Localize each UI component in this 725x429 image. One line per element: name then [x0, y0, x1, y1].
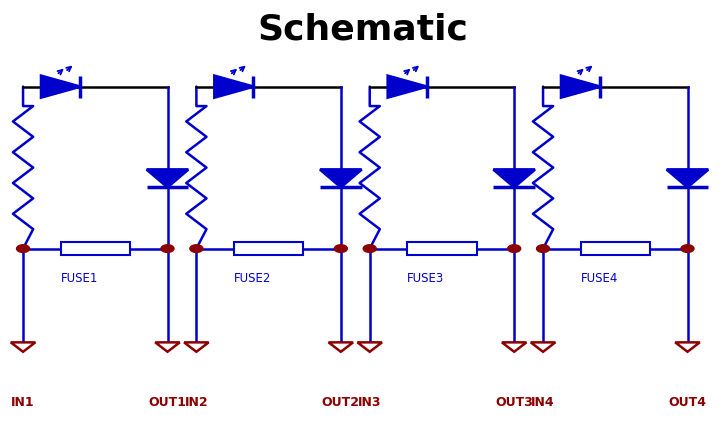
FancyBboxPatch shape	[407, 242, 476, 255]
Polygon shape	[502, 342, 526, 352]
Text: OUT2: OUT2	[322, 396, 360, 408]
Circle shape	[536, 245, 550, 252]
FancyBboxPatch shape	[234, 242, 303, 255]
Text: OUT3: OUT3	[495, 396, 533, 408]
Circle shape	[363, 245, 376, 252]
Polygon shape	[146, 169, 188, 187]
Text: FUSE2: FUSE2	[234, 272, 271, 285]
Polygon shape	[675, 342, 700, 352]
Polygon shape	[531, 342, 555, 352]
Polygon shape	[184, 342, 209, 352]
Circle shape	[681, 245, 694, 252]
Text: FUSE4: FUSE4	[581, 272, 618, 285]
Polygon shape	[561, 76, 600, 97]
Text: Schematic: Schematic	[257, 12, 468, 46]
Circle shape	[161, 245, 174, 252]
Circle shape	[507, 245, 521, 252]
Polygon shape	[215, 76, 254, 97]
Polygon shape	[494, 169, 535, 187]
Polygon shape	[388, 76, 427, 97]
Text: FUSE1: FUSE1	[61, 272, 98, 285]
Text: IN3: IN3	[358, 396, 381, 408]
Polygon shape	[155, 342, 180, 352]
Circle shape	[334, 245, 347, 252]
Circle shape	[17, 245, 30, 252]
Polygon shape	[11, 342, 36, 352]
Circle shape	[190, 245, 203, 252]
Polygon shape	[41, 76, 80, 97]
Text: IN4: IN4	[531, 396, 555, 408]
FancyBboxPatch shape	[61, 242, 130, 255]
Text: FUSE3: FUSE3	[407, 272, 444, 285]
Text: OUT1: OUT1	[149, 396, 186, 408]
Polygon shape	[328, 342, 353, 352]
Text: IN1: IN1	[12, 396, 35, 408]
FancyBboxPatch shape	[581, 242, 650, 255]
Polygon shape	[357, 342, 382, 352]
Text: IN2: IN2	[185, 396, 208, 408]
Polygon shape	[320, 169, 362, 187]
Text: OUT4: OUT4	[668, 396, 706, 408]
Polygon shape	[667, 169, 708, 187]
